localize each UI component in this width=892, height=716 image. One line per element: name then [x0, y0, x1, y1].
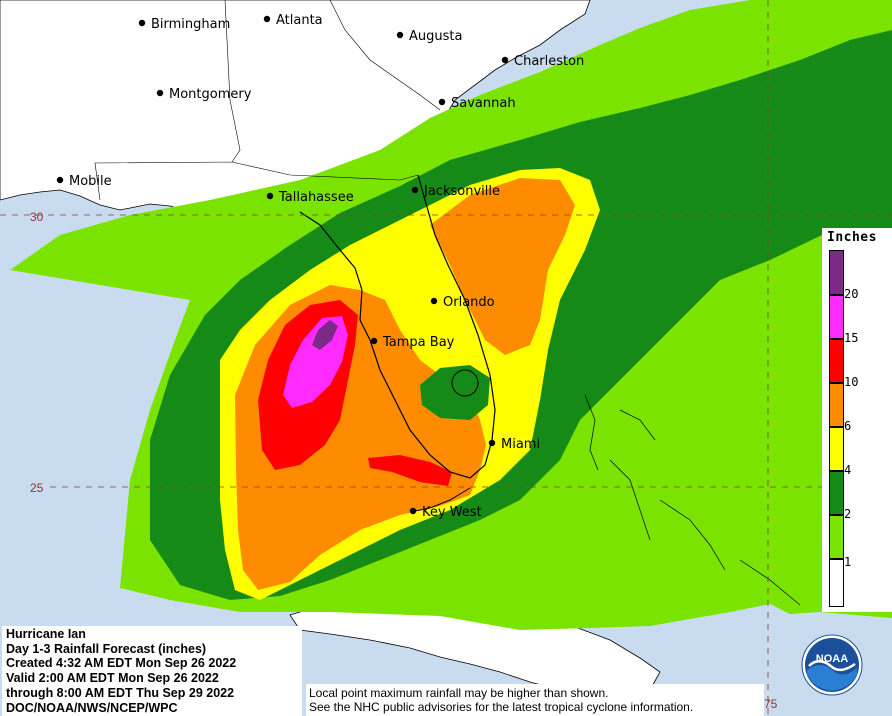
- city-dot-orlando: [430, 297, 438, 305]
- city-dot-mobile: [56, 176, 64, 184]
- legend-level-15: 15: [844, 331, 859, 345]
- legend-swatch-0: [829, 559, 844, 607]
- forecast-info-box: Hurricane Ian Day 1-3 Rainfall Forecast …: [2, 626, 302, 716]
- note-line-1: Local point maximum rainfall may be high…: [309, 686, 609, 700]
- legend-level-6: 6: [844, 419, 852, 433]
- legend-swatch-2: [829, 471, 844, 515]
- city-markers: Birmingham Atlanta Augusta Charleston Montgo…: [56, 13, 584, 520]
- rain-band-6in-east: [430, 178, 575, 355]
- city-label-miami: Miami: [501, 437, 540, 452]
- lat-30-label: 30: [30, 210, 44, 224]
- city-dot-key-west: [409, 507, 417, 515]
- city-label-tallahassee: Tallahassee: [278, 190, 354, 205]
- storm-name: Hurricane Ian: [6, 627, 86, 641]
- legend-swatch-6: [829, 383, 844, 427]
- noaa-logo-text: NOAA: [816, 653, 848, 665]
- lake-okeechobee: [451, 369, 479, 397]
- city-dot-miami: [488, 439, 496, 447]
- city-label-tampa-bay: Tampa Bay: [382, 335, 455, 350]
- florida-keys: [409, 487, 471, 513]
- legend-level-10: 10: [844, 375, 859, 389]
- lat-25-label: 25: [30, 481, 44, 495]
- lon-75-label: 75: [764, 697, 778, 711]
- city-dot-atlanta: [263, 15, 271, 23]
- legend-level-1: 1: [844, 555, 852, 569]
- city-label-mobile: Mobile: [69, 174, 112, 189]
- legend-level-20: 20: [844, 287, 859, 301]
- rain-band-lake-patch: [420, 365, 490, 420]
- city-dot-augusta: [396, 31, 404, 39]
- city-dot-birmingham: [138, 19, 146, 27]
- noaa-logo-icon: NOAA: [801, 634, 863, 696]
- created-time: Created 4:32 AM EDT Mon Sep 26 2022: [6, 656, 237, 671]
- city-label-savannah: Savannah: [451, 96, 516, 111]
- city-dot-montgomery: [156, 89, 164, 97]
- note-line-2: See the NHC public advisories for the la…: [309, 700, 694, 714]
- rain-band-20in: [312, 320, 338, 350]
- city-label-orlando: Orlando: [443, 295, 495, 310]
- valid-end: through 8:00 AM EDT Thu Sep 29 2022: [6, 685, 235, 700]
- city-label-charleston: Charleston: [514, 54, 584, 69]
- valid-start: Valid 2:00 AM EDT Mon Sep 26 2022: [6, 671, 219, 686]
- city-dot-tampa-bay: [370, 337, 378, 345]
- legend-level-4: 4: [844, 463, 852, 477]
- city-dot-savannah: [438, 98, 446, 106]
- city-label-key-west: Key West: [422, 505, 482, 520]
- legend-title: Inches: [827, 230, 877, 245]
- bahamas-islands: [584, 394, 801, 606]
- city-dot-jacksonville: [411, 186, 419, 194]
- legend-swatch-1: [829, 515, 844, 559]
- city-label-birmingham: Birmingham: [151, 17, 230, 32]
- city-label-augusta: Augusta: [409, 29, 462, 44]
- legend: Inches 20 15 10 6 4 2 1: [822, 228, 892, 612]
- city-label-atlanta: Atlanta: [276, 13, 323, 28]
- forecast-title: Day 1-3 Rainfall Forecast (inches): [6, 641, 207, 656]
- disclaimer-note: Local point maximum rainfall may be high…: [306, 684, 764, 716]
- city-dot-tallahassee: [266, 192, 274, 200]
- florida-outline: [299, 174, 496, 479]
- state-borders: [94, 0, 441, 201]
- legend-swatch-15: [829, 295, 844, 339]
- legend-swatch-20: [829, 250, 844, 295]
- city-label-montgomery: Montgomery: [169, 87, 252, 102]
- legend-level-2: 2: [844, 507, 852, 521]
- legend-swatch-10: [829, 339, 844, 383]
- city-label-jacksonville: Jacksonville: [423, 184, 500, 199]
- rain-band-10in-south: [368, 455, 452, 486]
- city-dot-charleston: [501, 56, 509, 64]
- legend-swatch-4: [829, 427, 844, 471]
- agency-credit: DOC/NOAA/NWS/NCEP/WPC: [6, 700, 178, 715]
